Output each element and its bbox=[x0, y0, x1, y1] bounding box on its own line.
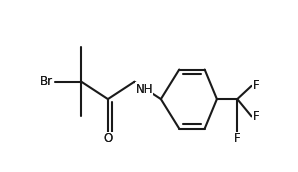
Text: F: F bbox=[234, 132, 240, 145]
Text: F: F bbox=[234, 132, 240, 145]
Text: F: F bbox=[253, 79, 259, 92]
Text: F: F bbox=[234, 132, 240, 145]
Text: Br: Br bbox=[40, 75, 53, 88]
Text: Br: Br bbox=[40, 75, 53, 88]
Text: O: O bbox=[103, 132, 113, 145]
Text: O: O bbox=[103, 132, 113, 145]
Text: O: O bbox=[103, 132, 113, 145]
Text: NH: NH bbox=[135, 83, 153, 96]
Text: F: F bbox=[253, 79, 259, 92]
Text: F: F bbox=[253, 110, 259, 123]
Text: Br: Br bbox=[40, 75, 53, 88]
Text: NH: NH bbox=[135, 83, 153, 96]
Text: F: F bbox=[253, 79, 259, 92]
Text: F: F bbox=[253, 110, 259, 123]
Text: NH: NH bbox=[135, 83, 153, 96]
Text: F: F bbox=[253, 110, 259, 123]
